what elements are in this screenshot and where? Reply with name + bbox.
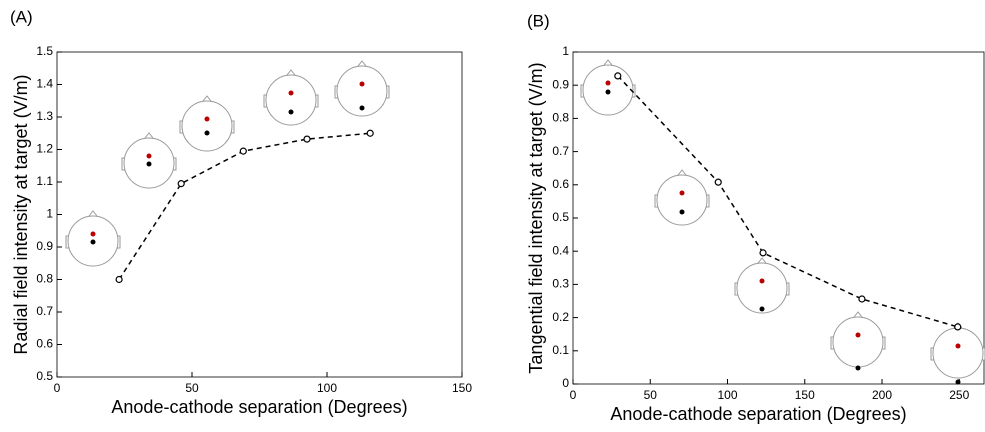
x-tick-label: 250 xyxy=(949,388,969,402)
y-tick-label: 1.5 xyxy=(36,44,53,58)
y-tick-label: 1 xyxy=(46,207,53,221)
data-point xyxy=(714,178,722,186)
data-point xyxy=(303,135,311,143)
y-axis-label: Tangential field intensity at target (V/… xyxy=(526,62,546,373)
anode xyxy=(679,190,685,196)
head-nose xyxy=(357,60,367,67)
y-tick-label: 1.2 xyxy=(36,142,53,156)
y-tick-label: 0.8 xyxy=(36,272,53,286)
x-tick-label: 0 xyxy=(54,381,61,395)
head-icon xyxy=(734,257,790,314)
head-nose xyxy=(88,210,98,217)
cathode xyxy=(359,105,365,111)
anode xyxy=(288,90,294,96)
data-point xyxy=(954,323,962,331)
anode xyxy=(955,343,961,349)
anode xyxy=(146,153,152,159)
head-icon xyxy=(263,69,319,126)
x-axis-label: Anode-cathode separation (Degrees) xyxy=(610,404,906,424)
x-tick-label: 50 xyxy=(644,388,658,402)
head-outline xyxy=(656,174,708,226)
data-point xyxy=(366,129,374,137)
data-point xyxy=(759,249,767,257)
cathode xyxy=(90,239,96,245)
y-tick-label: 0.5 xyxy=(36,369,53,383)
cathode xyxy=(955,379,961,385)
head-outline xyxy=(181,100,233,152)
y-tick-label: 0.6 xyxy=(552,177,569,191)
y-tick-label: 1.1 xyxy=(36,174,53,188)
x-tick-label: 150 xyxy=(452,381,472,395)
panel-label: (B) xyxy=(527,11,550,30)
head-icon xyxy=(179,95,235,152)
head-nose xyxy=(757,257,767,264)
x-tick-label: 0 xyxy=(570,388,577,402)
x-axis-label: Anode-cathode separation (Degrees) xyxy=(111,397,407,417)
head-nose xyxy=(853,311,863,318)
y-axis-label: Radial field intensity at target (V/m) xyxy=(11,74,31,354)
y-tick-label: 0.1 xyxy=(552,343,569,357)
head-outline xyxy=(736,262,788,314)
y-tick-label: 0.8 xyxy=(552,111,569,125)
y-tick-label: 0.6 xyxy=(36,337,53,351)
head-nose xyxy=(677,169,687,176)
y-tick-label: 0.5 xyxy=(552,210,569,224)
cathode xyxy=(679,209,685,215)
head-icon xyxy=(830,311,886,371)
head-icon xyxy=(121,132,177,189)
x-tick-label: 100 xyxy=(717,388,737,402)
data-point xyxy=(115,275,123,284)
data-point xyxy=(239,147,247,155)
data-point xyxy=(614,72,622,80)
y-tick-label: 0.4 xyxy=(552,243,569,257)
head-icon xyxy=(654,169,710,226)
x-tick-label: 50 xyxy=(185,381,199,395)
y-tick-label: 0.7 xyxy=(36,304,53,318)
cathode xyxy=(605,89,611,95)
cathode xyxy=(759,306,765,312)
data-point xyxy=(177,180,185,188)
head-icon xyxy=(334,60,390,117)
head-outline xyxy=(336,65,388,117)
x-tick-label: 200 xyxy=(872,388,892,402)
y-tick-label: 0.3 xyxy=(552,277,569,291)
y-tick-label: 0 xyxy=(562,376,569,390)
y-tick-label: 0.7 xyxy=(552,144,569,158)
head-nose xyxy=(202,95,212,102)
plot-area xyxy=(56,51,463,378)
data-point xyxy=(858,295,866,303)
head-nose xyxy=(603,59,613,66)
y-tick-label: 0.9 xyxy=(36,239,53,253)
head-nose xyxy=(286,69,296,76)
y-tick-label: 1.4 xyxy=(36,77,53,91)
y-tick-label: 1.3 xyxy=(36,109,53,123)
y-tick-label: 0.2 xyxy=(552,310,569,324)
anode xyxy=(605,80,611,86)
plot-area xyxy=(572,51,985,385)
head-outline xyxy=(832,316,884,368)
cathode xyxy=(288,109,294,115)
anode xyxy=(204,116,210,122)
head-icon xyxy=(65,210,121,267)
head-outline xyxy=(265,74,317,126)
anode xyxy=(855,332,861,338)
x-tick-label: 100 xyxy=(317,381,337,395)
anode xyxy=(90,231,96,237)
cathode xyxy=(855,365,861,371)
cathode xyxy=(146,161,152,167)
head-nose xyxy=(144,132,154,139)
y-tick-label: 0.9 xyxy=(552,77,569,91)
x-tick-label: 150 xyxy=(795,388,815,402)
cathode xyxy=(204,130,210,136)
anode xyxy=(359,81,365,87)
y-tick-label: 1 xyxy=(562,44,569,58)
head-outline xyxy=(932,327,984,379)
anode xyxy=(759,278,765,284)
panel-label: (A) xyxy=(10,7,33,26)
